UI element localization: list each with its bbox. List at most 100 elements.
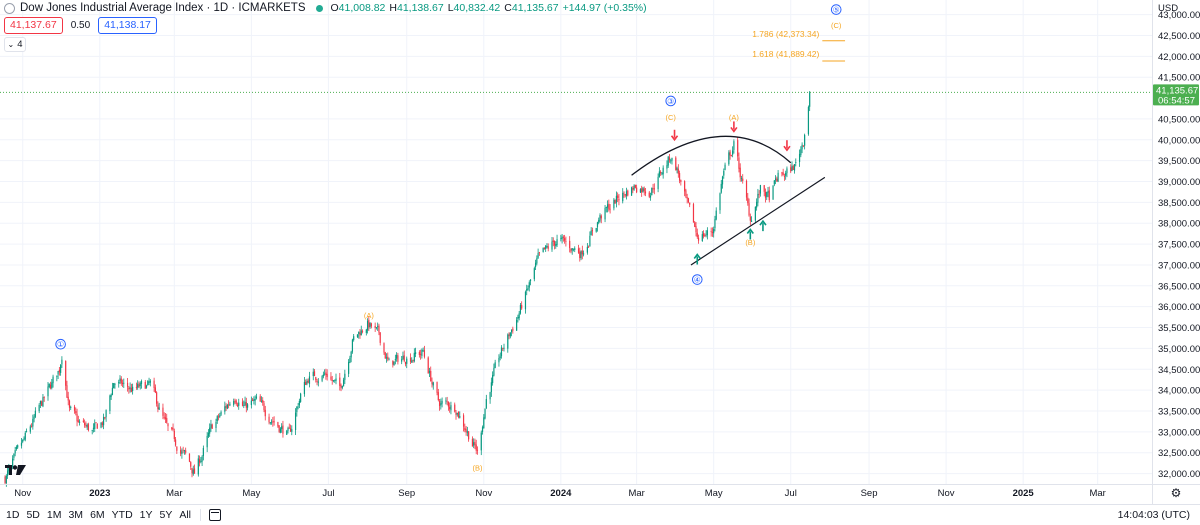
- candle-body: [75, 411, 77, 414]
- tradingview-logo-icon: [5, 465, 26, 475]
- candle-body: [786, 168, 788, 174]
- candle-body: [235, 400, 237, 405]
- tf-button-ytd[interactable]: YTD: [111, 509, 133, 521]
- x-tick-label: Sep: [398, 488, 415, 499]
- candle-body: [167, 423, 169, 427]
- tf-button-1m[interactable]: 1M: [46, 509, 62, 521]
- candle-body: [68, 400, 71, 408]
- candle-body: [306, 380, 308, 385]
- candle-body: [13, 453, 15, 458]
- gear-icon[interactable]: ⚙: [1170, 486, 1182, 500]
- arrow-up-icon: [746, 228, 754, 240]
- tf-button-3m[interactable]: 3M: [68, 509, 84, 521]
- candle-body: [406, 358, 408, 364]
- candle-body: [465, 429, 467, 433]
- candle-body: [711, 232, 714, 233]
- candle-body: [627, 190, 629, 196]
- candle-body: [224, 406, 226, 412]
- candle-body: [166, 418, 168, 423]
- candle-body: [767, 191, 769, 193]
- y-tick-label: 39,500.00: [1158, 156, 1200, 167]
- wave-circle-marker: [691, 274, 703, 285]
- utc-clock[interactable]: 14:04:03 (UTC): [1117, 509, 1190, 521]
- candle-body: [666, 165, 668, 169]
- tf-button-1y[interactable]: 1Y: [139, 509, 153, 521]
- candle-body: [324, 373, 326, 375]
- candle-body: [702, 233, 705, 237]
- candle-body: [359, 332, 361, 336]
- y-tick-label: 37,000.00: [1158, 260, 1200, 271]
- x-tick-label: Mar: [166, 488, 182, 499]
- candle-body: [509, 332, 511, 337]
- candle-body: [537, 253, 539, 258]
- tf-button-all[interactable]: All: [179, 509, 192, 521]
- candle-body: [560, 238, 562, 240]
- tf-button-5y[interactable]: 5Y: [159, 509, 173, 521]
- price-axis[interactable]: USD 32,000.00 32,500.00 33,000.00 33,500.00 3…: [1152, 0, 1200, 505]
- candle-body: [613, 199, 615, 209]
- candle-body: [668, 157, 671, 161]
- candle-body: [67, 396, 69, 401]
- buy-button[interactable]: 41,138.17: [98, 17, 157, 34]
- candle-body: [615, 195, 618, 203]
- candle-body: [279, 428, 282, 433]
- candle-body: [450, 405, 452, 411]
- candle-body: [190, 462, 192, 467]
- candle-body: [281, 426, 283, 430]
- candle-body: [772, 185, 774, 200]
- arrow-head: [730, 126, 738, 133]
- candle-body: [171, 427, 173, 430]
- candle-body: [418, 351, 420, 355]
- x-tick-label: Nov: [938, 488, 955, 499]
- candle-body: [427, 357, 429, 374]
- candle-body: [183, 450, 186, 452]
- candle-body: [255, 396, 258, 399]
- x-tick-label: May: [242, 488, 260, 499]
- candle-body: [140, 381, 143, 385]
- candle-body: [562, 237, 564, 238]
- candle-body: [226, 404, 228, 409]
- candle-body: [414, 352, 417, 355]
- candle-body: [118, 381, 120, 384]
- candle-body: [138, 384, 140, 387]
- candle-body: [489, 392, 491, 400]
- candle-body: [630, 187, 633, 196]
- tf-button-5d[interactable]: 5D: [26, 509, 40, 521]
- candle-body: [484, 408, 486, 419]
- indicators-toggle-button[interactable]: ⌄ 4: [4, 37, 26, 52]
- candle-body: [321, 376, 323, 381]
- candle-body: [738, 157, 740, 169]
- y-tick-label: 40,000.00: [1158, 135, 1200, 146]
- candle-body: [129, 387, 131, 389]
- sell-button[interactable]: 41,137.67: [4, 17, 63, 34]
- candle-body: [569, 240, 571, 249]
- tf-button-6m[interactable]: 6M: [90, 509, 105, 521]
- candle-body: [804, 134, 806, 146]
- candle-body: [792, 166, 794, 170]
- candle-body: [326, 373, 328, 377]
- time-axis[interactable]: Nov 2023 Mar May Jul Sep Nov 2024 Mar May Jul Sep No…: [0, 484, 1200, 505]
- candle-body: [768, 190, 770, 201]
- candle-body: [801, 144, 803, 150]
- candle-body: [756, 201, 758, 208]
- candle-body: [547, 246, 549, 249]
- last-price-countdown: 06:54:57: [1158, 95, 1195, 106]
- calendar-icon[interactable]: [209, 509, 222, 521]
- candle-body: [750, 220, 753, 222]
- candle-body: [552, 240, 554, 242]
- candle-body: [113, 383, 115, 389]
- candle-body: [441, 400, 443, 404]
- candle-body: [763, 185, 765, 192]
- tf-button-1d[interactable]: 1D: [6, 509, 20, 521]
- candle-body: [332, 380, 335, 381]
- candle-body: [590, 230, 592, 236]
- toolbar-divider: [200, 509, 202, 521]
- y-tick-label: 35,000.00: [1158, 344, 1200, 355]
- symbol-title[interactable]: Dow Jones Industrial Average Index · 1D …: [20, 2, 306, 14]
- candle-body: [22, 439, 24, 442]
- candle-body: [798, 153, 801, 163]
- candle-body: [445, 400, 447, 402]
- candle-body: [149, 380, 151, 383]
- wave-circle-marker: [830, 4, 842, 15]
